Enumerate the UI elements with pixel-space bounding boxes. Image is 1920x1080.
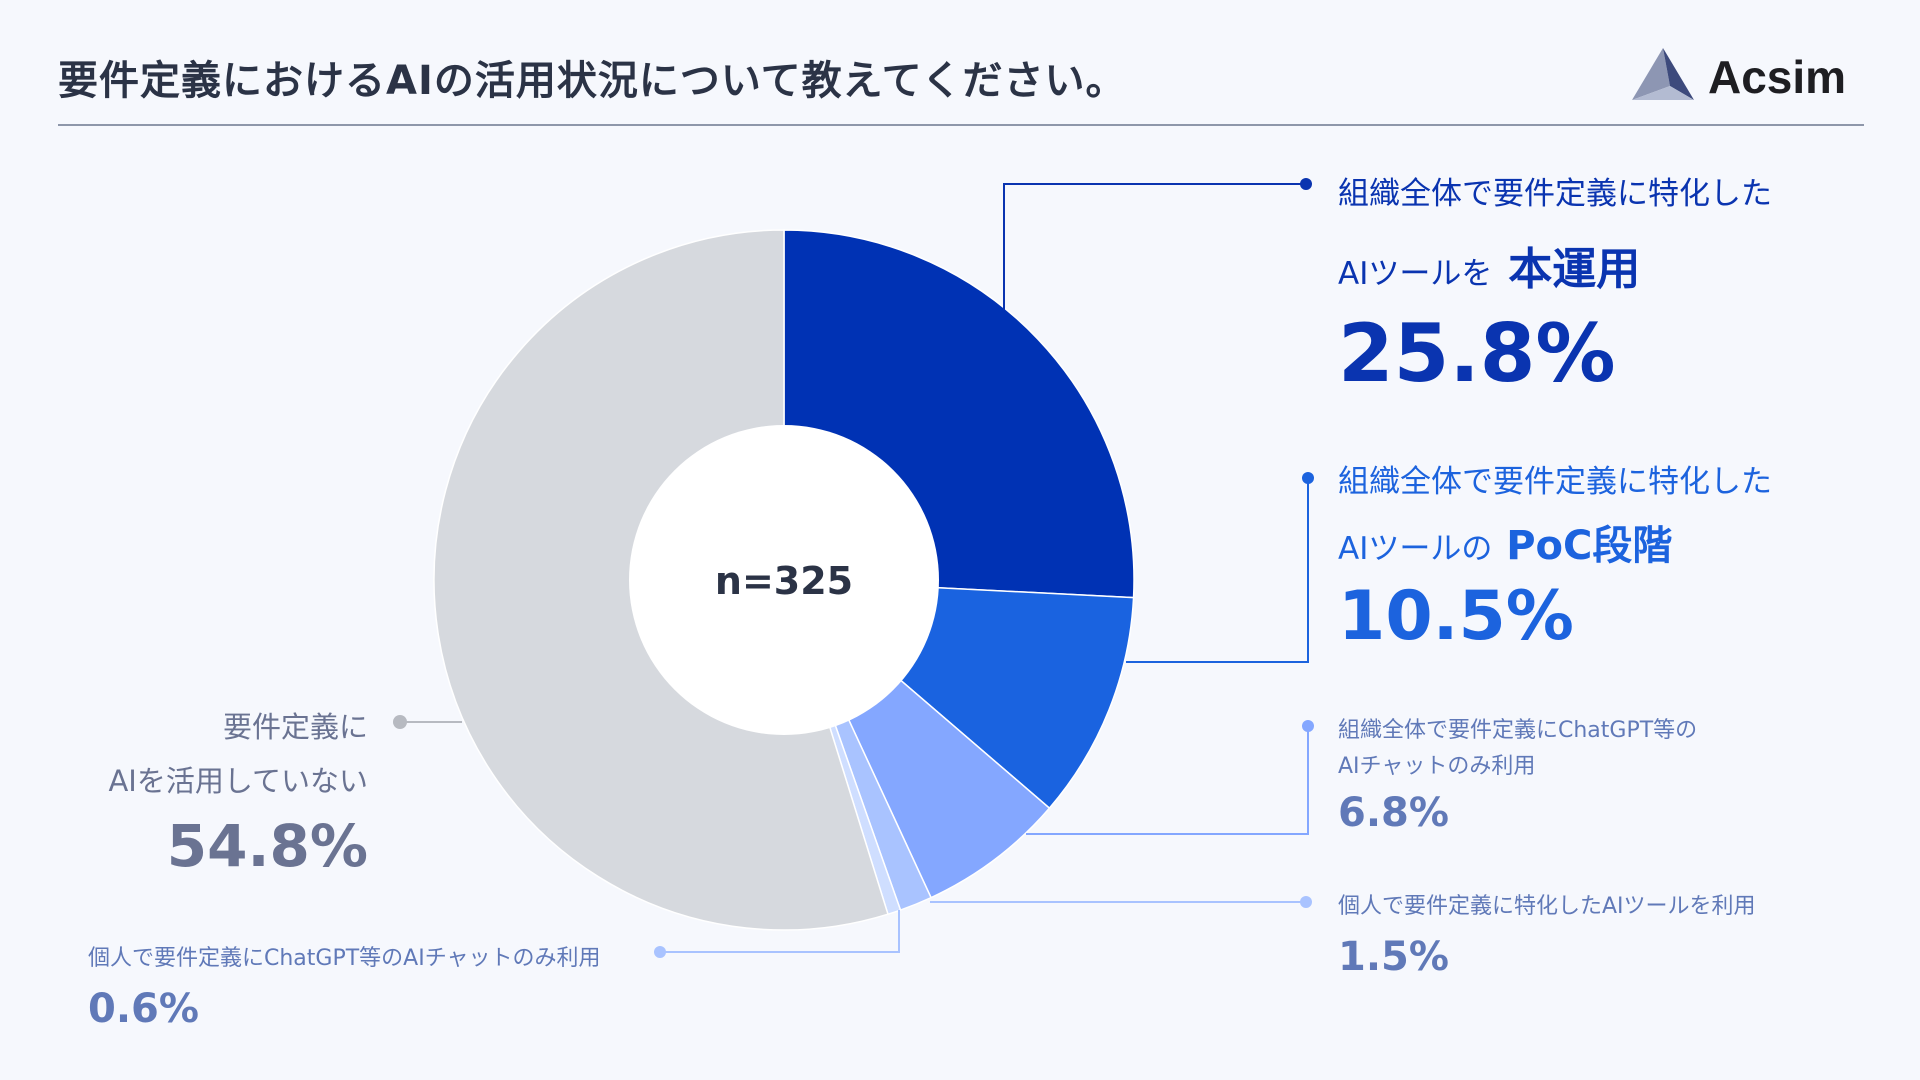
leader-line-1 bbox=[1003, 183, 1306, 310]
donut-hole bbox=[629, 425, 939, 735]
leader-dot-4 bbox=[1300, 896, 1312, 908]
page-title: 要件定義におけるAIの活用状況について教えてください。 bbox=[58, 58, 1127, 104]
brand: Acsim bbox=[1630, 44, 1870, 108]
slice-value: 54.8% bbox=[166, 812, 368, 880]
leader-dot-3 bbox=[1302, 720, 1314, 732]
slice-label-personal-tool: 個人で要件定義に特化したAIツールを利用 1.5% bbox=[1338, 888, 1756, 980]
slice-value: 6.8% bbox=[1338, 790, 1449, 836]
slice-value: 10.5% bbox=[1338, 577, 1574, 656]
leader-dot-6 bbox=[393, 715, 407, 729]
leader-line-3 bbox=[1026, 726, 1309, 835]
slice-value: 25.8% bbox=[1338, 307, 1616, 400]
slice-label-line2: AIツールを bbox=[1338, 256, 1493, 292]
slice-label-poc: 組織全体で要件定義に特化した AIツールの PoC段階 10.5% bbox=[1338, 456, 1772, 656]
header-divider bbox=[58, 124, 1864, 126]
slice-label-line1: 個人で要件定義にChatGPT等のAIチャットのみ利用 bbox=[88, 946, 601, 971]
slice-label-line2: AIツールの bbox=[1338, 531, 1493, 567]
slice-label-emphasis: PoC段階 bbox=[1506, 523, 1673, 569]
slice-label-line1: 個人で要件定義に特化したAIツールを利用 bbox=[1338, 894, 1756, 919]
slice-label-line2: AIを活用していない bbox=[108, 764, 368, 798]
brand-name: Acsim bbox=[1708, 51, 1847, 103]
slice-label-line1: 組織全体で要件定義にChatGPT等の bbox=[1338, 718, 1698, 743]
slice-label-org-chat: 組織全体で要件定義にChatGPT等の AIチャットのみ利用 6.8% bbox=[1338, 712, 1697, 836]
leader-line-2 bbox=[1126, 478, 1309, 663]
slice-label-line1: 要件定義に bbox=[222, 710, 368, 744]
acsim-logo-icon bbox=[1632, 48, 1694, 100]
slice-label-line2: AIチャットのみ利用 bbox=[1338, 754, 1536, 779]
slice-label-production: 組織全体で要件定義に特化した AIツールを 本運用 25.8% bbox=[1338, 168, 1772, 400]
leader-dot-1 bbox=[1300, 178, 1312, 190]
slice-label-emphasis: 本運用 bbox=[1508, 244, 1641, 295]
slice-label-line1: 組織全体で要件定義に特化した bbox=[1338, 176, 1772, 212]
slice-label-personal-chat: 個人で要件定義にChatGPT等のAIチャットのみ利用 0.6% bbox=[88, 940, 601, 1032]
leader-line-5 bbox=[660, 910, 900, 953]
leader-dot-2 bbox=[1302, 472, 1314, 484]
leader-dot-5 bbox=[654, 946, 666, 958]
slice-value: 1.5% bbox=[1338, 934, 1449, 980]
slice-label-line1: 組織全体で要件定義に特化した bbox=[1338, 464, 1772, 500]
sample-size-label: n=325 bbox=[715, 559, 853, 603]
slice-label-not-used: 要件定義に AIを活用していない 54.8% bbox=[108, 704, 368, 880]
slice-value: 0.6% bbox=[88, 986, 199, 1032]
